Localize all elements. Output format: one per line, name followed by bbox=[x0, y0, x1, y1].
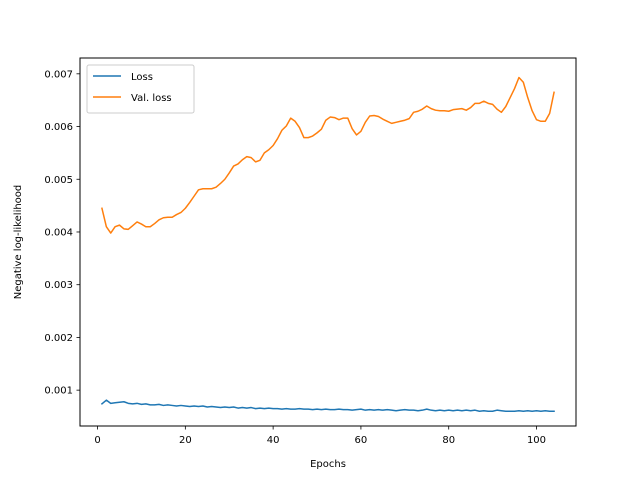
y-tick-label: 0.006 bbox=[44, 122, 73, 133]
legend: Loss Val. loss bbox=[86, 64, 195, 114]
legend-box bbox=[86, 64, 195, 114]
series-line-loss bbox=[100, 399, 555, 412]
x-tick-label: 80 bbox=[442, 435, 455, 446]
y-axis: 0.001 0.002 0.003 0.004 0.005 0.006 0.007 bbox=[44, 69, 80, 397]
series-line-val-loss bbox=[101, 76, 555, 234]
x-tick-label: 40 bbox=[267, 435, 280, 446]
y-tick-label: 0.003 bbox=[44, 280, 73, 291]
y-tick-label: 0.001 bbox=[44, 386, 73, 397]
legend-label-val-loss: Val. loss bbox=[131, 93, 172, 104]
x-tick-label: 100 bbox=[527, 435, 546, 446]
series-layer bbox=[100, 76, 555, 412]
y-tick-label: 0.005 bbox=[44, 175, 73, 186]
y-axis-label: Negative log-likelihood bbox=[13, 185, 24, 300]
legend-label-loss: Loss bbox=[131, 72, 153, 83]
x-axis: 0 20 40 60 80 100 bbox=[94, 426, 546, 446]
x-tick-label: 0 bbox=[94, 435, 100, 446]
x-tick-label: 20 bbox=[179, 435, 192, 446]
plot-frame bbox=[79, 57, 577, 427]
y-tick-label: 0.007 bbox=[44, 69, 73, 80]
x-axis-label: Epochs bbox=[310, 459, 346, 470]
y-tick-label: 0.004 bbox=[44, 227, 73, 238]
y-tick-label: 0.002 bbox=[44, 333, 73, 344]
x-tick-label: 60 bbox=[355, 435, 368, 446]
